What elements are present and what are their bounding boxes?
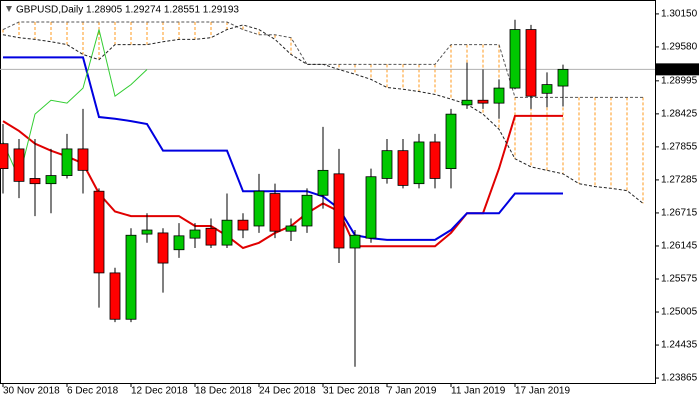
indicator-line <box>2 24 644 204</box>
y-tick-label: 1.30150 <box>661 9 698 20</box>
x-tick-label: 30 Nov 2018 <box>3 386 60 397</box>
candle-body <box>45 175 57 185</box>
y-tick-label: 1.27855 <box>661 142 698 153</box>
candle-body <box>365 176 377 239</box>
y-tick-label: 1.27285 <box>661 175 698 186</box>
candle-body <box>429 141 441 179</box>
candle-body <box>189 229 201 239</box>
candle-body <box>0 143 9 170</box>
x-tick-label: 18 Dec 2018 <box>195 386 252 397</box>
candle-body <box>557 68 569 87</box>
x-tick-label: 6 Dec 2018 <box>67 386 119 397</box>
indicator-line <box>2 29 148 181</box>
y-tick-label: 1.26715 <box>661 208 698 219</box>
candle-body <box>509 29 521 89</box>
candle-body <box>29 178 41 185</box>
symbol-icon <box>6 6 12 12</box>
candle-body <box>477 99 489 104</box>
candle-body <box>349 234 361 249</box>
candle-body <box>461 99 473 106</box>
candle-body <box>381 150 393 179</box>
candle-body <box>237 219 249 231</box>
y-tick-label: 1.28425 <box>661 108 698 119</box>
candle-body <box>445 113 457 170</box>
y-tick-label: 1.28995 <box>661 75 698 86</box>
y-tick-label: 1.24435 <box>661 340 698 351</box>
candle-body <box>173 235 185 251</box>
y-tick-label: 1.25575 <box>661 274 698 285</box>
candle-body <box>397 150 409 186</box>
x-tick-label: 24 Dec 2018 <box>259 386 316 397</box>
candle-body <box>317 169 329 196</box>
candle-body <box>333 173 345 249</box>
x-tick-label: 12 Dec 2018 <box>131 386 188 397</box>
x-tick-label: 7 Jan 2019 <box>387 386 437 397</box>
chart-title: GBPUSD,Daily 1.28905 1.29274 1.28551 1.2… <box>16 5 239 16</box>
candle-body <box>301 194 313 227</box>
candle-body <box>61 148 73 176</box>
candle-body <box>205 227 217 246</box>
x-tick-label: 17 Jan 2019 <box>515 386 570 397</box>
candle-body <box>141 229 153 235</box>
y-tick-label: 1.29580 <box>661 42 698 53</box>
candle-body <box>77 148 89 171</box>
candle-body <box>157 232 169 264</box>
y-tick-label: 1.25005 <box>661 307 698 318</box>
candle-body <box>493 87 505 104</box>
candle-body <box>525 29 537 97</box>
indicator-line <box>3 56 563 241</box>
current-price-box <box>656 63 699 76</box>
candle-body <box>13 148 25 182</box>
x-tick-label: 11 Jan 2019 <box>451 386 506 397</box>
candle-body <box>253 190 265 227</box>
candle-body <box>221 219 233 246</box>
candle-body <box>541 84 553 94</box>
candle-body <box>413 141 425 185</box>
y-tick-label: 1.26145 <box>661 241 698 252</box>
candle-body <box>285 225 297 232</box>
y-tick-label: 1.23865 <box>661 373 698 384</box>
candle-body <box>109 272 121 320</box>
indicator-line <box>2 21 643 98</box>
candle-body <box>125 234 137 320</box>
candle-body <box>93 190 105 274</box>
candle-body <box>269 193 281 232</box>
x-tick-label: 31 Dec 2018 <box>323 386 380 397</box>
current-price-label: 1.29193 <box>659 64 696 75</box>
